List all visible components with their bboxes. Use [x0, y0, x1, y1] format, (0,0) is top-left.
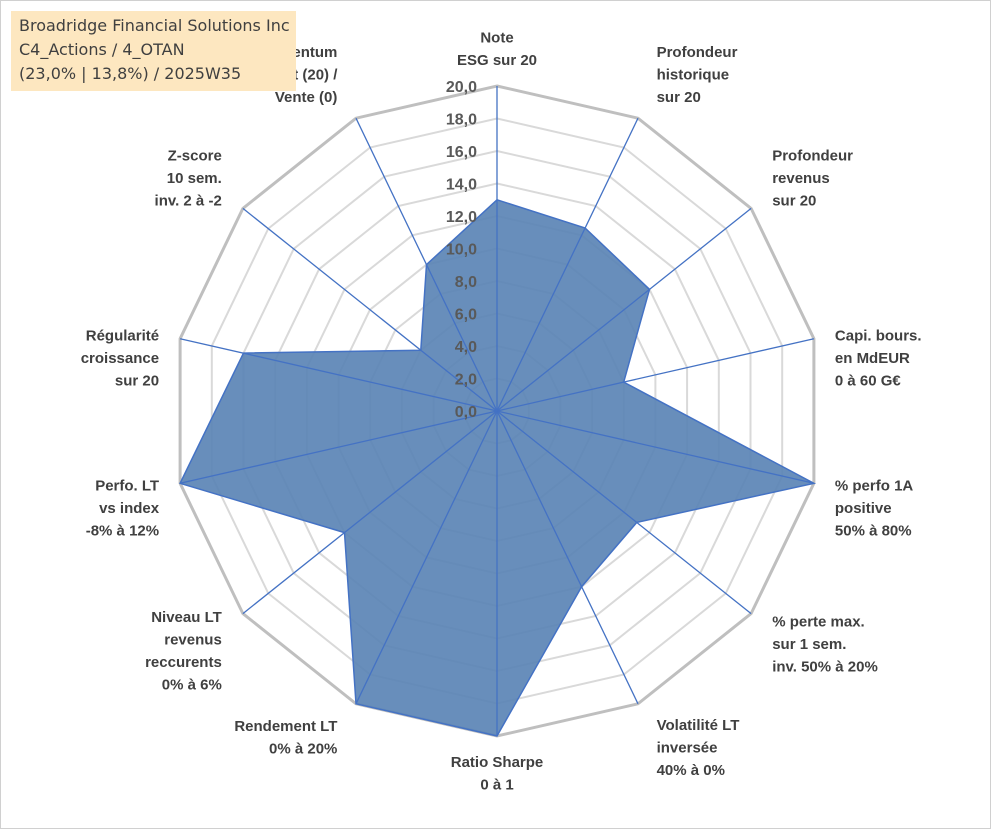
data-point: [496, 198, 499, 201]
spoke-line: [355, 117, 498, 412]
axis-label: Niveau LT revenus reccurents 0% à 6%: [145, 609, 222, 694]
axis-label: Volatilité LT inversée 40% à 0%: [657, 717, 740, 779]
data-point: [622, 381, 625, 384]
axis-label: Ratio Sharpe 0 à 1: [451, 754, 544, 794]
axis-label: % perte max. sur 1 sem. inv. 50% à 20%: [772, 613, 878, 675]
axis-label: Z-score 10 sem. inv. 2 à -2: [155, 148, 222, 210]
axis-label: Profondeur historique sur 20: [657, 44, 738, 106]
spoke-line: [496, 117, 639, 412]
spoke-line: [242, 207, 498, 412]
tick-label: 20,0: [446, 79, 477, 96]
tick-label: 2,0: [455, 372, 477, 389]
data-point: [648, 288, 651, 291]
company-name: Broadridge Financial Solutions Inc: [19, 16, 290, 35]
tick-label: 8,0: [455, 274, 477, 291]
spoke-line: [496, 410, 639, 705]
spoke-line: [496, 410, 815, 484]
spoke-line: [355, 410, 498, 705]
spoke-line: [496, 338, 815, 412]
data-point: [496, 735, 499, 738]
spoke-line: [496, 410, 752, 615]
axis-label: Perfo. LT vs index -8% à 12%: [86, 478, 160, 540]
data-point: [355, 702, 358, 705]
spoke-line: [242, 410, 498, 615]
spoke-line: [179, 410, 498, 484]
axis-label: Régularité croissance sur 20: [81, 328, 159, 390]
tick-label: 0,0: [455, 404, 477, 421]
data-point: [425, 263, 428, 266]
axis-label: % perfo 1A positive 50% à 80%: [835, 478, 914, 540]
tick-label: 12,0: [446, 209, 477, 226]
data-point: [812, 482, 815, 485]
data-point: [419, 349, 422, 352]
axis-label: Capi. bours. en MdEUR 0 à 60 G€: [835, 328, 922, 390]
tick-label: 6,0: [455, 307, 477, 324]
data-point: [242, 352, 245, 355]
tick-label: 4,0: [455, 339, 477, 356]
axis-label: Rendement LT 0% à 20%: [234, 718, 337, 758]
data-point: [179, 482, 182, 485]
data-point: [584, 227, 587, 230]
data-point: [580, 585, 583, 588]
tick-label: 14,0: [446, 177, 477, 194]
data-point: [343, 531, 346, 534]
spoke-line: [179, 338, 498, 412]
performance-summary: (23,0% | 13,8%) / 2025W35: [19, 64, 242, 83]
tick-label: 10,0: [446, 242, 477, 259]
spoke-line: [496, 207, 752, 412]
data-point: [635, 521, 638, 524]
category-label: C4_Actions / 4_OTAN: [19, 40, 185, 59]
info-box: Broadridge Financial Solutions Inc C4_Ac…: [11, 11, 296, 91]
tick-label: 16,0: [446, 144, 477, 161]
axis-label: Note ESG sur 20: [457, 30, 537, 70]
tick-label: 18,0: [446, 112, 477, 129]
axis-label: Profondeur revenus sur 20: [772, 148, 853, 210]
